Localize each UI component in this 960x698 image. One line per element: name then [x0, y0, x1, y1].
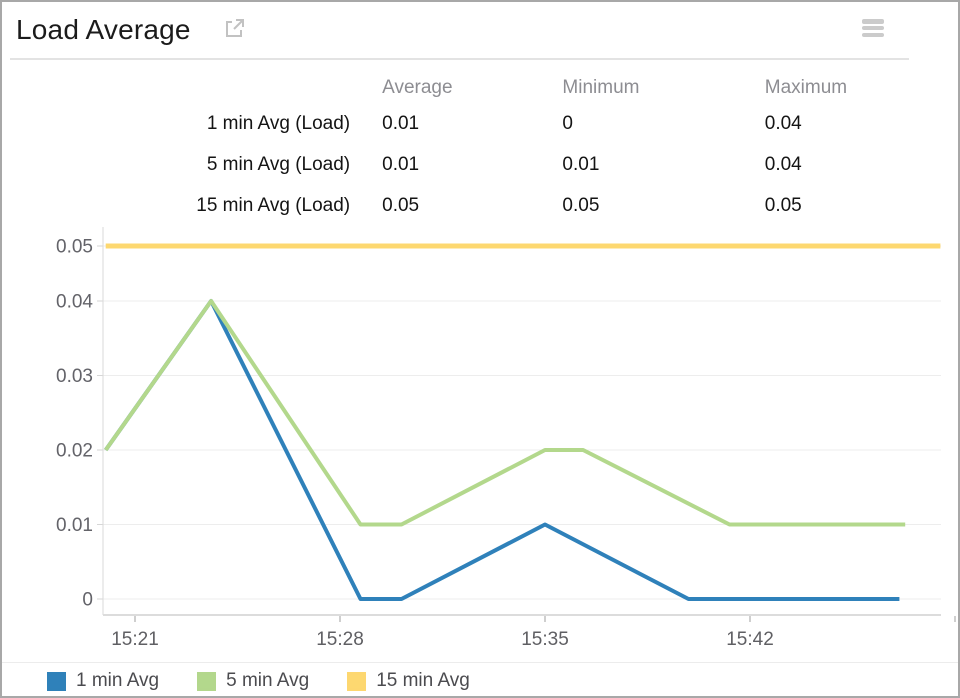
row-label-15min: 15 min Avg (Load) [196, 194, 351, 216]
svg-text:15:28: 15:28 [316, 629, 364, 650]
menu-bar [862, 19, 884, 24]
stat-value: 0.05 [382, 194, 420, 216]
stat-value: 0.05 [764, 194, 802, 216]
widget-header: Load Average [2, 2, 958, 59]
svg-text:15:21: 15:21 [111, 629, 159, 650]
table-row: 1 min Avg (Load) 0.01 0 0.04 [2, 103, 958, 144]
svg-text:0: 0 [82, 590, 93, 611]
header-separator [10, 58, 909, 60]
stat-value: 0.01 [562, 153, 600, 175]
legend-separator [2, 662, 958, 663]
svg-text:0.01: 0.01 [56, 515, 93, 536]
svg-text:0.05: 0.05 [56, 237, 93, 258]
svg-text:15:42: 15:42 [726, 629, 774, 650]
stat-value: 0 [562, 112, 573, 134]
chart-legend: 1 min Avg 5 min Avg 15 min Avg [2, 664, 958, 696]
stat-value: 0.01 [382, 112, 420, 134]
legend-item-5min-avg[interactable]: 5 min Avg [197, 670, 309, 692]
stat-value: 0.01 [382, 153, 420, 175]
table-row: 5 min Avg (Load) 0.01 0.01 0.04 [2, 144, 958, 185]
table-row: 15 min Avg (Load) 0.05 0.05 0.05 [2, 185, 958, 226]
svg-text:15:35: 15:35 [521, 629, 569, 650]
svg-text:0.02: 0.02 [56, 441, 93, 462]
column-header-average: Average [382, 76, 453, 98]
legend-swatch-1min [47, 671, 66, 691]
stat-value: 0.04 [764, 153, 802, 175]
legend-label: 15 min Avg [376, 670, 470, 691]
legend-item-1min-avg[interactable]: 1 min Avg [47, 670, 159, 692]
open-in-new-icon[interactable] [223, 17, 245, 39]
row-label-1min: 1 min Avg (Load) [206, 112, 351, 134]
legend-item-15min-avg[interactable]: 15 min Avg [347, 670, 470, 692]
stats-header-spacer [2, 72, 350, 103]
column-header-maximum: Maximum [764, 76, 848, 98]
chart-area[interactable]: 0 0.01 0.02 0.03 0.04 0.05 15:21 15:28 15:35 15:4… [2, 227, 960, 663]
legend-swatch-15min [347, 671, 367, 691]
row-label-5min: 5 min Avg (Load) [206, 153, 351, 175]
legend-label: 1 min Avg [76, 670, 160, 691]
menu-bar [862, 32, 884, 37]
svg-text:0.03: 0.03 [56, 366, 93, 387]
menu-bar [862, 25, 884, 31]
widget-title: Load Average [16, 14, 191, 45]
svg-text:0.04: 0.04 [56, 292, 93, 313]
menu-icon[interactable] [862, 19, 884, 37]
stat-value: 0.05 [562, 194, 600, 216]
legend-swatch-5min [197, 671, 217, 691]
stats-table: Average Minimum Maximum 1 min Avg (Load)… [2, 72, 958, 226]
legend-label: 5 min Avg [226, 670, 310, 691]
stats-header-row: Average Minimum Maximum [2, 72, 958, 103]
column-header-minimum: Minimum [562, 76, 640, 98]
load-average-chart[interactable]: 0 0.01 0.02 0.03 0.04 0.05 15:21 15:28 15:35 15:4… [2, 227, 960, 663]
stat-value: 0.04 [764, 112, 802, 134]
